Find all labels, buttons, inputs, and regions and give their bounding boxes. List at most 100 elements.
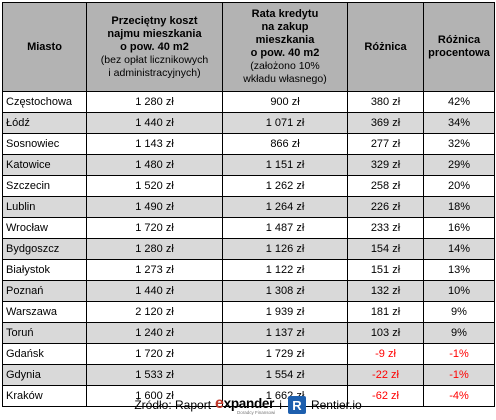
rent-cell: 1 600 zł	[86, 385, 223, 407]
diff-cell: 329 zł	[347, 154, 424, 176]
header-loan: Rata kredytu na zakup mieszkania o pow. …	[222, 2, 348, 92]
rent-cell: 1 240 zł	[86, 322, 223, 344]
diff-pct-cell: 29%	[423, 154, 495, 176]
rent-cell: 1 440 zł	[86, 112, 223, 134]
rent-cell: 1 490 zł	[86, 196, 223, 218]
loan-cell: 1 662 zł	[222, 385, 348, 407]
rentier-logo-icon: R	[287, 396, 306, 414]
source-conjunction: i	[279, 398, 282, 412]
loan-cell: 900 zł	[222, 91, 348, 113]
table-row: Łódź 1 440 zł 1 071 zł 369 zł 34%	[2, 112, 495, 134]
loan-cell: 1 729 zł	[222, 343, 348, 365]
diff-cell: 154 zł	[347, 238, 424, 260]
diff-pct-cell: 20%	[423, 175, 495, 197]
diff-pct-cell: 10%	[423, 280, 495, 302]
expander-logo-e: e	[215, 395, 224, 412]
table-row: Lublin 1 490 zł 1 264 zł 226 zł 18%	[2, 196, 495, 218]
city-cell: Częstochowa	[2, 91, 87, 113]
table-row: Kraków 1 600 zł 1 662 zł -62 zł -4%	[2, 385, 495, 407]
expander-tagline: Doradcy Finansowi	[237, 410, 276, 415]
loan-cell: 1 122 zł	[222, 259, 348, 281]
rent-cell: 1 440 zł	[86, 280, 223, 302]
loan-cell: 866 zł	[222, 133, 348, 155]
table-row: Toruń 1 240 zł 1 137 zł 103 zł 9%	[2, 322, 495, 344]
table-row: Katowice 1 480 zł 1 151 zł 329 zł 29%	[2, 154, 495, 176]
diff-cell: 380 zł	[347, 91, 424, 113]
header-row: Miasto Przeciętny koszt najmu mieszkania…	[2, 2, 495, 92]
rent-cell: 1 143 zł	[86, 133, 223, 155]
loan-cell: 1 262 zł	[222, 175, 348, 197]
rent-cell: 1 273 zł	[86, 259, 223, 281]
city-cell: Poznań	[2, 280, 87, 302]
diff-cell: 258 zł	[347, 175, 424, 197]
city-cell: Warszawa	[2, 301, 87, 323]
city-cell: Gdańsk	[2, 343, 87, 365]
diff-pct-cell: 13%	[423, 259, 495, 281]
rent-cell: 1 280 zł	[86, 91, 223, 113]
city-cell: Katowice	[2, 154, 87, 176]
diff-pct-cell: 34%	[423, 112, 495, 134]
table-row: Częstochowa 1 280 zł 900 zł 380 zł 42%	[2, 91, 495, 113]
table-row: Warszawa 2 120 zł 1 939 zł 181 zł 9%	[2, 301, 495, 323]
diff-cell: 132 zł	[347, 280, 424, 302]
loan-cell: 1 126 zł	[222, 238, 348, 260]
diff-pct-cell: 18%	[423, 196, 495, 218]
header-city: Miasto	[2, 2, 87, 92]
diff-pct-cell: 14%	[423, 238, 495, 260]
diff-pct-cell: 42%	[423, 91, 495, 113]
rent-vs-loan-table: Miasto Przeciętny koszt najmu mieszkania…	[2, 2, 495, 407]
diff-cell: -22 zł	[347, 364, 424, 386]
rent-cell: 1 280 zł	[86, 238, 223, 260]
table-row: Wrocław 1 720 zł 1 487 zł 233 zł 16%	[2, 217, 495, 239]
loan-cell: 1 554 zł	[222, 364, 348, 386]
expander-logo: expander Doradcy Finansowi	[215, 395, 276, 416]
rent-cell: 1 520 zł	[86, 175, 223, 197]
diff-pct-cell: -1%	[423, 364, 495, 386]
city-cell: Łódź	[2, 112, 87, 134]
diff-pct-cell: 9%	[423, 322, 495, 344]
diff-cell: 103 zł	[347, 322, 424, 344]
loan-cell: 1 071 zł	[222, 112, 348, 134]
diff-pct-cell: 32%	[423, 133, 495, 155]
rent-cell: 1 720 zł	[86, 217, 223, 239]
header-diff-pct: Różnica procentowa	[423, 2, 495, 92]
rentier-brand: Rentier.io	[310, 398, 362, 412]
table-row: Poznań 1 440 zł 1 308 zł 132 zł 10%	[2, 280, 495, 302]
rent-cell: 2 120 zł	[86, 301, 223, 323]
header-diff: Różnica	[347, 2, 424, 92]
diff-cell: 181 zł	[347, 301, 424, 323]
diff-cell: 369 zł	[347, 112, 424, 134]
table-row: Bydgoszcz 1 280 zł 1 126 zł 154 zł 14%	[2, 238, 495, 260]
city-cell: Toruń	[2, 322, 87, 344]
diff-cell: -62 zł	[347, 385, 424, 407]
city-cell: Gdynia	[2, 364, 87, 386]
diff-cell: 226 zł	[347, 196, 424, 218]
source-line: Źródło: Raport expander Doradcy Finansow…	[0, 393, 496, 417]
loan-cell: 1 308 zł	[222, 280, 348, 302]
loan-cell: 1 487 zł	[222, 217, 348, 239]
city-cell: Białystok	[2, 259, 87, 281]
loan-cell: 1 264 zł	[222, 196, 348, 218]
table-row: Białystok 1 273 zł 1 122 zł 151 zł 13%	[2, 259, 495, 281]
rent-cell: 1 533 zł	[86, 364, 223, 386]
city-cell: Sosnowiec	[2, 133, 87, 155]
rent-cell: 1 480 zł	[86, 154, 223, 176]
city-cell: Wrocław	[2, 217, 87, 239]
diff-pct-cell: -1%	[423, 343, 495, 365]
city-cell: Szczecin	[2, 175, 87, 197]
expander-logo-text: xpander	[223, 396, 275, 411]
loan-cell: 1 137 zł	[222, 322, 348, 344]
table-body: Częstochowa 1 280 zł 900 zł 380 zł 42% Łódź 1 …	[2, 91, 495, 407]
table-row: Szczecin 1 520 zł 1 262 zł 258 zł 20%	[2, 175, 495, 197]
table-row: Gdynia 1 533 zł 1 554 zł -22 zł -1%	[2, 364, 495, 386]
diff-pct-cell: 9%	[423, 301, 495, 323]
diff-cell: -9 zł	[347, 343, 424, 365]
header-rent: Przeciętny koszt najmu mieszkania o pow.…	[86, 2, 223, 92]
rent-cell: 1 720 zł	[86, 343, 223, 365]
table-row: Gdańsk 1 720 zł 1 729 zł -9 zł -1%	[2, 343, 495, 365]
loan-cell: 1 151 zł	[222, 154, 348, 176]
source-prefix: Źródło: Raport	[134, 398, 212, 412]
city-cell: Kraków	[2, 385, 87, 407]
city-cell: Bydgoszcz	[2, 238, 87, 260]
